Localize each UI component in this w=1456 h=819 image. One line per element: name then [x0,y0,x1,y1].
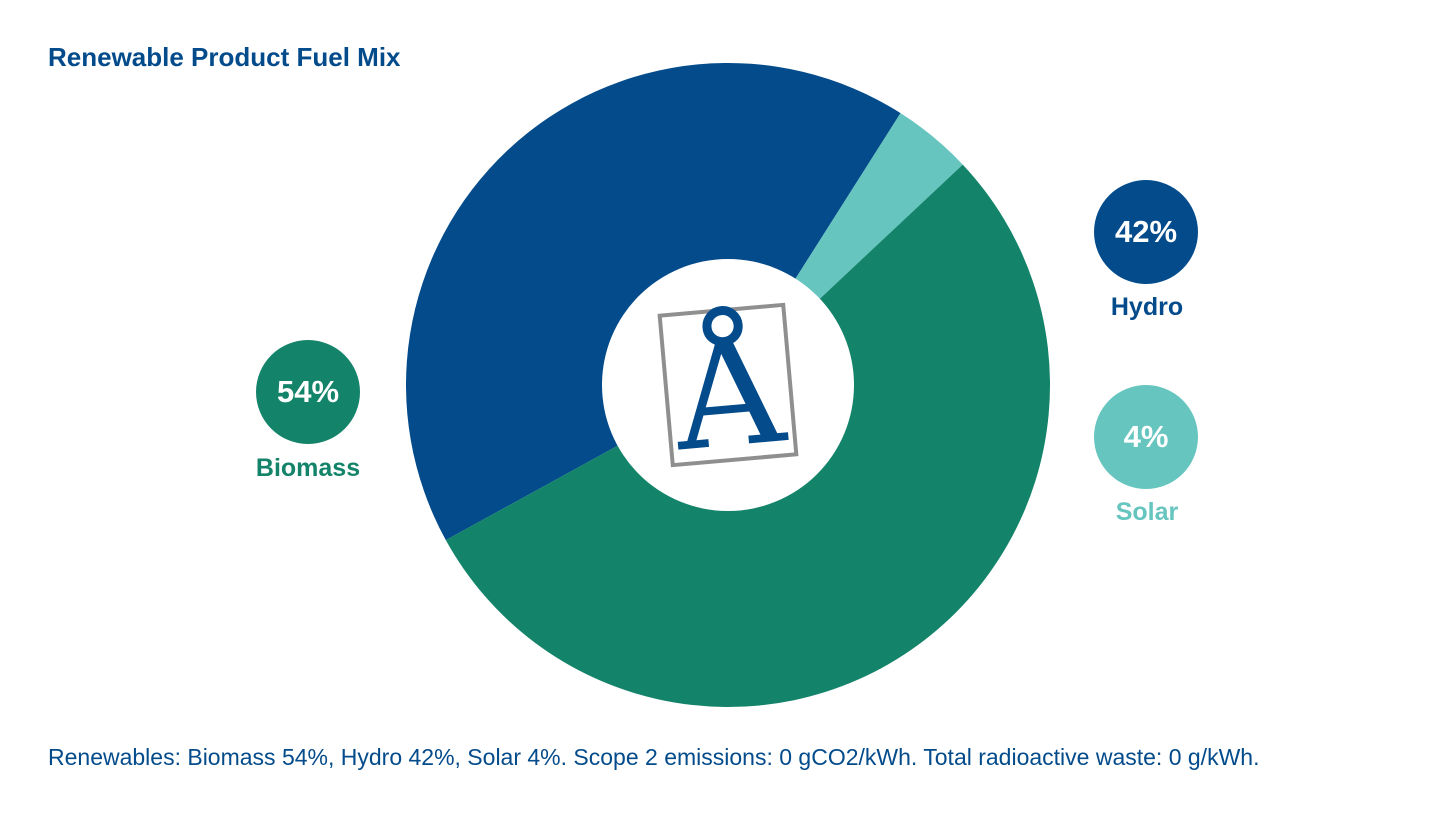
hydro-label: Hydro [1110,293,1184,321]
center-logo: Å [657,300,799,485]
hydro-percent-badge: 42% [1094,180,1198,284]
biomass-label: Biomass [255,454,361,482]
solar-label: Solar [1115,498,1179,526]
solar-percent-badge: 4% [1094,385,1198,489]
biomass-percent-badge: 54% [256,340,360,444]
chart-title: Renewable Product Fuel Mix [48,42,401,72]
chart-footnote: Renewables: Biomass 54%, Hydro 42%, Sola… [48,744,1260,770]
logo-letter: Å [666,300,792,485]
logo-frame [657,302,799,468]
